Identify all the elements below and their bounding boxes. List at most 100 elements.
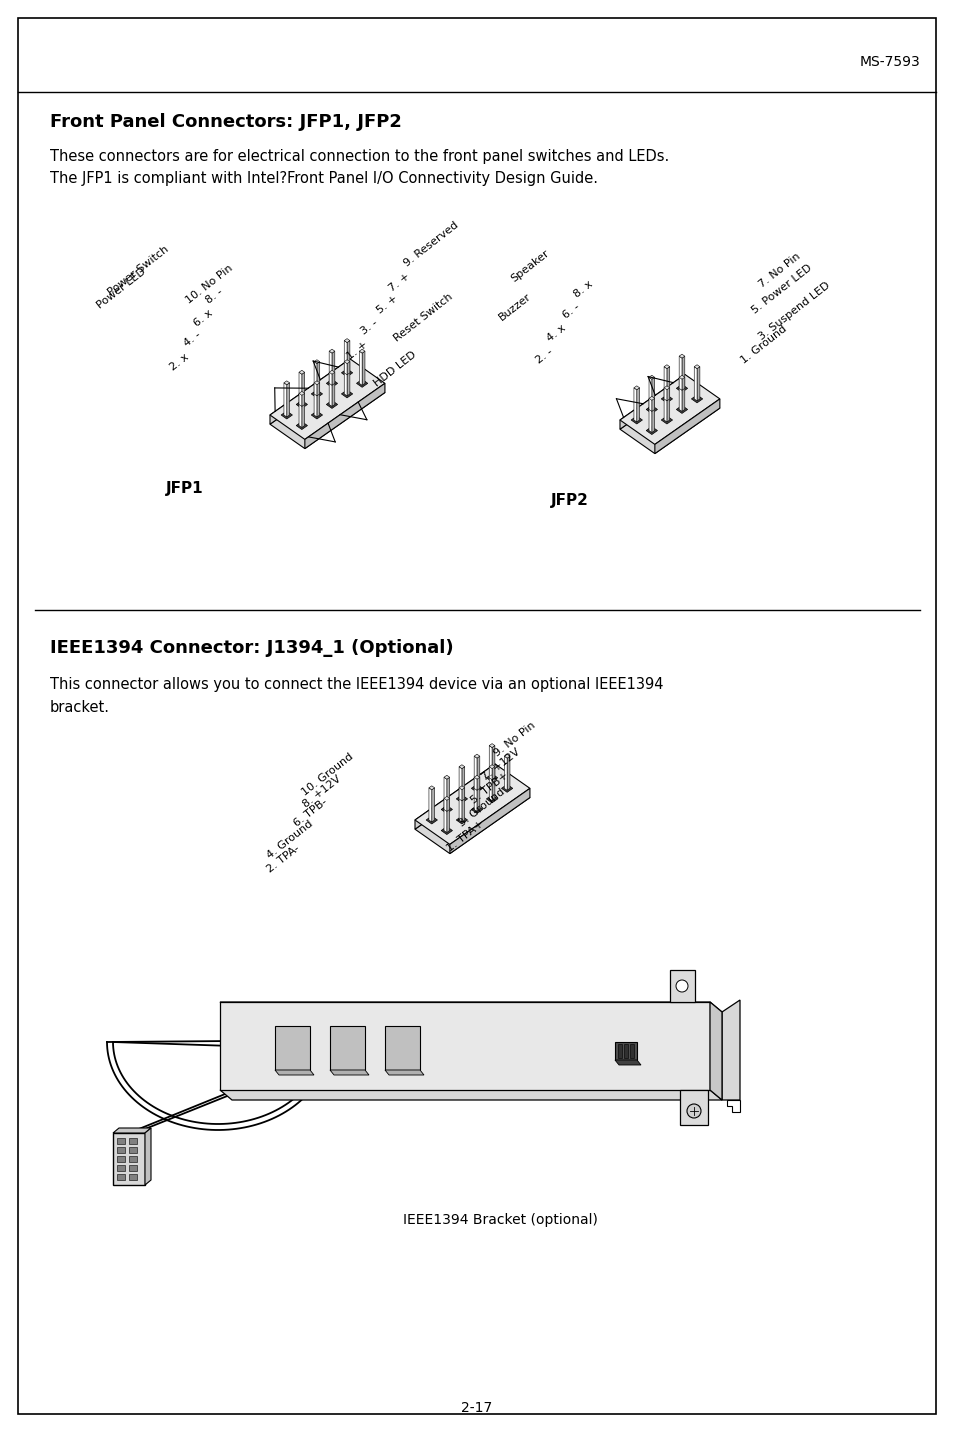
Text: 3. -: 3. -	[358, 318, 379, 337]
Polygon shape	[415, 763, 495, 829]
Polygon shape	[492, 766, 495, 800]
Polygon shape	[507, 756, 510, 790]
Polygon shape	[344, 362, 347, 395]
Text: Front Panel Connectors: JFP1, JFP2: Front Panel Connectors: JFP1, JFP2	[50, 113, 401, 130]
Polygon shape	[721, 1000, 740, 1100]
Polygon shape	[474, 775, 479, 779]
Polygon shape	[676, 384, 687, 392]
Polygon shape	[432, 788, 435, 822]
Polygon shape	[220, 1090, 721, 1100]
Polygon shape	[471, 785, 482, 792]
Polygon shape	[474, 755, 479, 758]
Text: bracket.: bracket.	[50, 699, 110, 715]
Polygon shape	[314, 359, 319, 364]
Polygon shape	[145, 1128, 151, 1186]
Polygon shape	[301, 394, 304, 428]
Text: 8. -: 8. -	[204, 286, 225, 305]
Text: 9. No Pin: 9. No Pin	[492, 720, 537, 759]
Polygon shape	[305, 384, 384, 448]
Bar	[117, 1138, 125, 1144]
Polygon shape	[332, 351, 335, 385]
Polygon shape	[697, 367, 700, 401]
Text: 3. Suspend LED: 3. Suspend LED	[756, 281, 831, 342]
Polygon shape	[274, 1070, 314, 1075]
Bar	[129, 1156, 137, 1161]
Polygon shape	[666, 388, 669, 422]
Polygon shape	[440, 826, 452, 835]
Text: 5. TPB+: 5. TPB+	[469, 770, 510, 806]
Text: 10. No Pin: 10. No Pin	[184, 263, 234, 305]
Polygon shape	[709, 1002, 721, 1100]
Polygon shape	[492, 746, 495, 780]
Polygon shape	[474, 778, 476, 812]
Text: MS-7593: MS-7593	[859, 54, 919, 69]
Bar	[129, 1138, 137, 1144]
Polygon shape	[450, 789, 529, 853]
Text: 7. +: 7. +	[387, 272, 412, 294]
Polygon shape	[429, 786, 435, 790]
Polygon shape	[458, 786, 464, 790]
Polygon shape	[486, 795, 497, 803]
Polygon shape	[415, 773, 529, 853]
Polygon shape	[676, 405, 687, 414]
Polygon shape	[316, 362, 319, 395]
Polygon shape	[663, 385, 669, 390]
Bar	[117, 1166, 125, 1171]
Polygon shape	[362, 351, 365, 385]
Text: HDD LED: HDD LED	[372, 349, 417, 390]
Polygon shape	[329, 372, 332, 407]
Polygon shape	[648, 377, 651, 411]
Polygon shape	[326, 401, 337, 408]
Polygon shape	[651, 398, 654, 432]
Polygon shape	[314, 381, 319, 385]
Polygon shape	[301, 372, 304, 407]
Polygon shape	[501, 785, 513, 792]
Bar	[129, 1174, 137, 1180]
Text: 6. x: 6. x	[193, 308, 214, 329]
Polygon shape	[458, 766, 461, 800]
Polygon shape	[298, 372, 301, 407]
Polygon shape	[619, 384, 720, 454]
Polygon shape	[456, 795, 467, 803]
Polygon shape	[461, 788, 464, 822]
Polygon shape	[341, 390, 353, 398]
Polygon shape	[429, 788, 432, 822]
Polygon shape	[669, 969, 695, 1002]
Polygon shape	[326, 379, 337, 387]
Polygon shape	[295, 421, 307, 430]
Polygon shape	[344, 341, 347, 375]
Text: This connector allows you to connect the IEEE1394 device via an optional IEEE139: This connector allows you to connect the…	[50, 677, 662, 693]
Circle shape	[686, 1104, 700, 1118]
Text: 4. -: 4. -	[182, 329, 203, 348]
Bar	[330, 1025, 365, 1070]
Polygon shape	[663, 365, 669, 368]
Polygon shape	[443, 775, 449, 779]
Polygon shape	[347, 341, 350, 375]
Polygon shape	[489, 765, 495, 769]
Text: 4. Ground: 4. Ground	[265, 819, 314, 861]
Text: JFP1: JFP1	[166, 481, 204, 495]
Polygon shape	[476, 778, 479, 812]
Polygon shape	[679, 357, 681, 391]
Text: 1. TPA+: 1. TPA+	[444, 819, 485, 853]
Polygon shape	[636, 388, 639, 422]
Polygon shape	[651, 377, 654, 411]
Polygon shape	[645, 427, 657, 434]
Text: 7. No Pin: 7. No Pin	[756, 252, 801, 289]
Polygon shape	[489, 766, 492, 800]
Text: Power LED: Power LED	[95, 266, 148, 311]
Text: 8. x: 8. x	[572, 279, 595, 299]
Text: These connectors are for electrical connection to the front panel switches and L: These connectors are for electrical conn…	[50, 149, 669, 165]
Polygon shape	[648, 398, 651, 432]
Polygon shape	[461, 766, 464, 800]
Text: 1. +: 1. +	[345, 339, 369, 362]
Text: 4. x: 4. x	[545, 324, 567, 344]
Bar	[112, 1133, 145, 1186]
Polygon shape	[458, 788, 461, 822]
Polygon shape	[284, 381, 290, 385]
Polygon shape	[615, 1060, 640, 1065]
Bar	[618, 1044, 621, 1058]
Polygon shape	[489, 743, 495, 748]
Polygon shape	[284, 382, 287, 417]
Polygon shape	[329, 349, 335, 354]
